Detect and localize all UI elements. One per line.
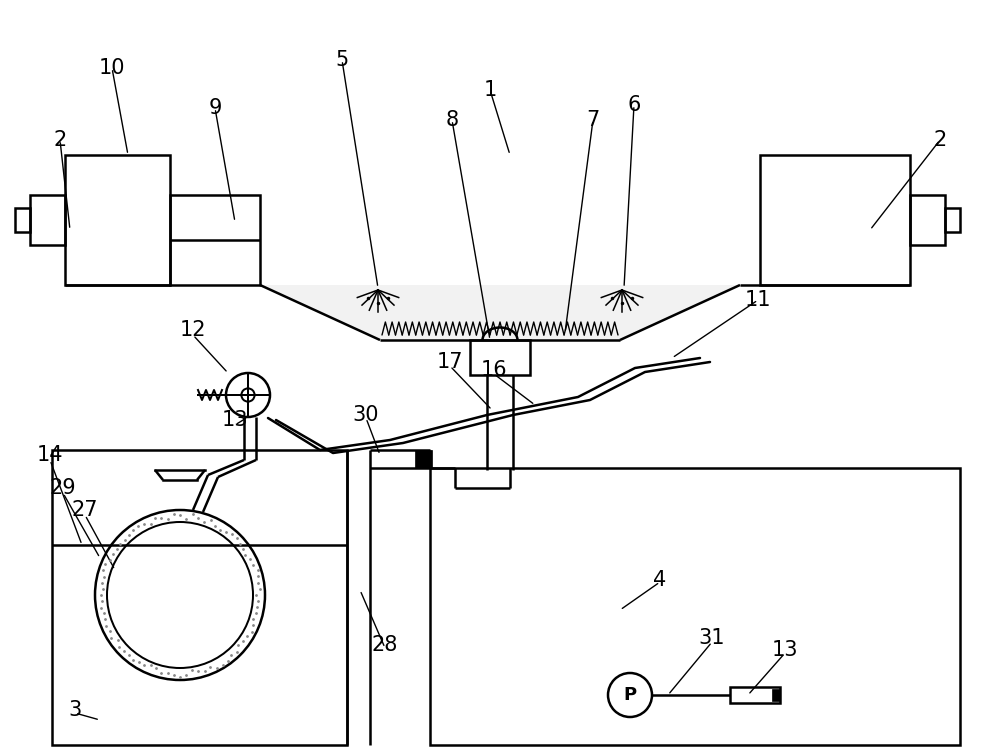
Text: 27: 27 — [72, 500, 98, 520]
Bar — [30, 195, 65, 245]
Bar — [15, 208, 30, 232]
Bar — [760, 155, 910, 285]
Text: 11: 11 — [745, 290, 771, 310]
Text: 8: 8 — [445, 110, 459, 130]
Polygon shape — [260, 285, 740, 340]
Bar — [415, 450, 432, 468]
Text: 9: 9 — [208, 98, 222, 118]
Bar — [730, 687, 780, 703]
Text: 16: 16 — [481, 360, 507, 380]
Bar — [430, 468, 960, 745]
Text: 3: 3 — [68, 700, 82, 720]
Bar — [910, 195, 945, 245]
Text: 5: 5 — [335, 50, 349, 70]
Text: 31: 31 — [699, 628, 725, 648]
Text: 2: 2 — [933, 130, 947, 150]
Bar — [170, 195, 260, 285]
Text: 13: 13 — [222, 410, 248, 430]
Text: 6: 6 — [627, 95, 641, 115]
Text: 28: 28 — [372, 635, 398, 655]
Text: 29: 29 — [50, 478, 76, 498]
Text: 12: 12 — [180, 320, 206, 340]
Text: 14: 14 — [37, 445, 63, 465]
Text: 1: 1 — [483, 80, 497, 100]
Text: 10: 10 — [99, 58, 125, 78]
Text: 30: 30 — [353, 405, 379, 425]
Bar — [772, 689, 780, 701]
Text: 7: 7 — [586, 110, 600, 130]
Bar — [52, 450, 347, 745]
Text: 17: 17 — [437, 352, 463, 372]
Text: 13: 13 — [772, 640, 798, 660]
Text: P: P — [623, 686, 637, 704]
Text: 4: 4 — [653, 570, 667, 590]
Bar — [945, 208, 960, 232]
Bar — [470, 340, 530, 375]
Text: 2: 2 — [53, 130, 67, 150]
Bar — [65, 155, 170, 285]
